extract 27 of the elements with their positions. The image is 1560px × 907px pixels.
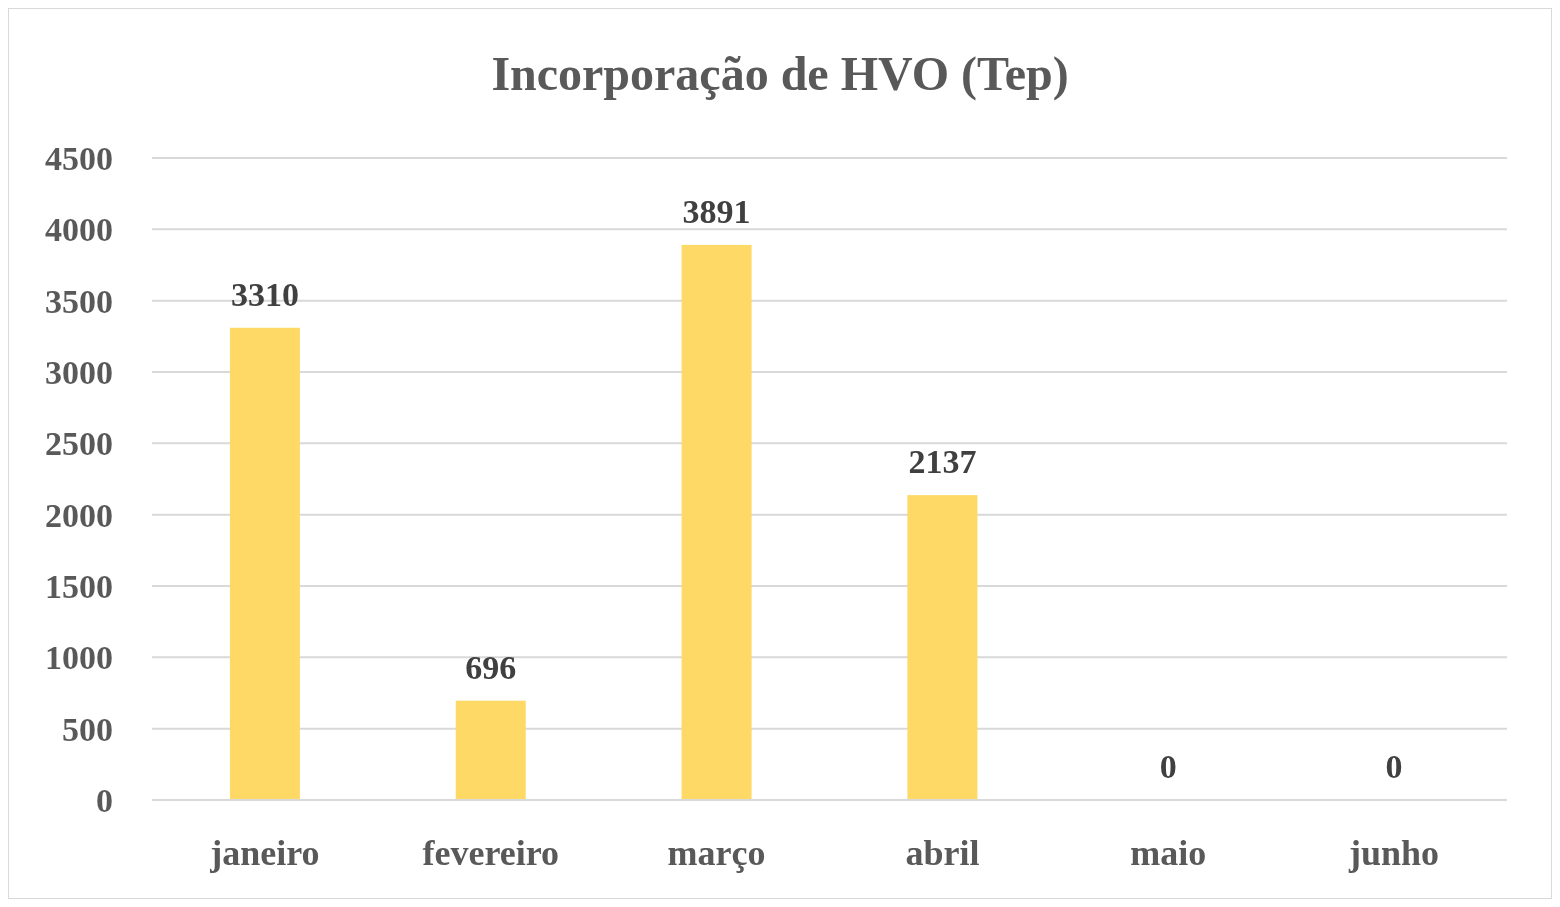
data-label: 3310 bbox=[230, 275, 299, 313]
bar bbox=[681, 244, 752, 800]
y-tick-label: 1000 bbox=[45, 639, 113, 677]
data-label: 3891 bbox=[682, 192, 751, 230]
y-tick-label: 3500 bbox=[45, 282, 113, 320]
x-tick-label: maio bbox=[1130, 833, 1207, 873]
data-label: 0 bbox=[1385, 748, 1403, 785]
bar bbox=[907, 495, 978, 800]
data-label: 696 bbox=[465, 648, 517, 686]
y-tick-label: 2500 bbox=[45, 425, 113, 463]
bar bbox=[455, 700, 526, 800]
y-tick-label: 500 bbox=[62, 710, 113, 748]
x-tick-label: fevereiro bbox=[422, 833, 560, 873]
y-tick-label: 4000 bbox=[45, 211, 113, 249]
chart-title: Incorporação de HVO (Tep) bbox=[491, 47, 1069, 101]
y-tick-label: 1500 bbox=[45, 567, 113, 605]
y-tick-label: 4500 bbox=[45, 139, 113, 177]
x-tick-label: junho bbox=[1348, 833, 1440, 873]
y-tick-label: 3000 bbox=[45, 353, 113, 391]
y-tick-label: 2000 bbox=[45, 496, 113, 534]
x-tick-label: abril bbox=[905, 833, 980, 873]
x-tick-label: janeiro bbox=[209, 833, 320, 873]
data-label: 2137 bbox=[908, 443, 977, 481]
data-label: 0 bbox=[1159, 748, 1177, 785]
x-tick-label: março bbox=[667, 833, 766, 873]
bar bbox=[229, 327, 300, 800]
y-tick-label: 0 bbox=[96, 781, 113, 819]
